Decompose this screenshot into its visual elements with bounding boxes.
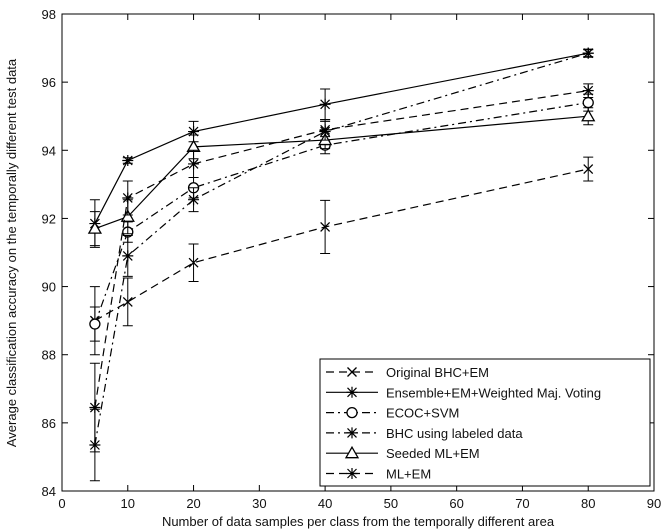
marker-x xyxy=(583,164,594,174)
marker-star xyxy=(188,158,200,170)
legend-entry: ECOC+SVM xyxy=(326,406,459,421)
marker-triangle xyxy=(344,445,360,459)
series-layer xyxy=(87,47,596,482)
marker-star xyxy=(346,386,358,398)
y-tick-label: 98 xyxy=(42,7,56,22)
marker-star xyxy=(346,427,358,439)
legend-label: ECOC+SVM xyxy=(386,406,459,421)
marker-star xyxy=(188,126,200,138)
series-6 xyxy=(89,83,594,453)
marker-triangle xyxy=(120,209,135,222)
y-tick-label: 86 xyxy=(42,416,56,431)
x-tick-label: 60 xyxy=(449,496,463,511)
y-axis-label: Average classification accuracy on the t… xyxy=(4,58,19,447)
legend-label: ML+EM xyxy=(386,467,431,482)
marker-circle xyxy=(582,96,594,109)
marker-circle xyxy=(346,406,358,419)
x-tick-label: 90 xyxy=(647,496,661,511)
marker-star xyxy=(89,402,101,414)
y-tick-label: 84 xyxy=(42,484,56,499)
legend-label: BHC using labeled data xyxy=(386,426,523,441)
x-tick-label: 40 xyxy=(318,496,332,511)
marker-x xyxy=(347,367,357,377)
marker-star xyxy=(346,468,358,479)
series-2 xyxy=(89,47,594,248)
marker-star xyxy=(582,85,594,97)
marker-x xyxy=(188,257,199,268)
marker-circle xyxy=(89,318,101,330)
marker-star xyxy=(122,192,134,204)
y-tick-label: 94 xyxy=(42,143,56,158)
legend-entry: Ensemble+EM+Weighted Maj. Voting xyxy=(326,385,601,400)
marker-triangle xyxy=(581,108,596,122)
legend-label: Ensemble+EM+Weighted Maj. Voting xyxy=(386,385,601,400)
marker-star xyxy=(582,47,594,59)
legend: Original BHC+EM Ensemble+EM+Weighted Maj.… xyxy=(319,358,651,487)
series-line xyxy=(94,115,589,230)
x-tick-label: 10 xyxy=(121,496,135,511)
y-tick-label: 96 xyxy=(42,75,56,90)
legend-entry: BHC using labeled data xyxy=(326,426,523,441)
marker-star xyxy=(319,124,331,136)
x-tick-label: 0 xyxy=(58,496,65,511)
x-tick-label: 30 xyxy=(252,496,266,511)
marker-triangle xyxy=(87,221,103,234)
plot-frame xyxy=(61,13,655,492)
series-3 xyxy=(89,93,594,342)
marker-x xyxy=(320,221,331,232)
marker-x xyxy=(122,296,133,307)
series-line xyxy=(94,52,589,446)
legend-label: Seeded ML+EM xyxy=(386,446,480,461)
x-axis-label: Number of data samples per class from th… xyxy=(162,514,555,529)
y-tick-label: 92 xyxy=(42,211,56,226)
x-tick-label: 50 xyxy=(384,496,398,511)
marker-star xyxy=(122,250,134,262)
y-tick-label: 90 xyxy=(42,280,56,295)
series-line xyxy=(94,168,589,322)
x-tick-label: 80 xyxy=(581,496,595,511)
legend-entry: ML+EM xyxy=(326,467,431,482)
x-tick-label: 70 xyxy=(515,496,529,511)
marker-star xyxy=(188,194,200,206)
legend-entry: Original BHC+EM xyxy=(326,365,489,380)
series-1 xyxy=(89,156,594,356)
marker-star xyxy=(122,155,134,167)
y-tick-label: 88 xyxy=(42,348,56,363)
marker-star xyxy=(319,98,331,110)
legend-box xyxy=(319,358,651,487)
legend-label: Original BHC+EM xyxy=(386,365,489,380)
legend-entry: Seeded ML+EM xyxy=(326,445,480,461)
series-line xyxy=(94,101,589,325)
x-tick-label: 20 xyxy=(186,496,200,511)
